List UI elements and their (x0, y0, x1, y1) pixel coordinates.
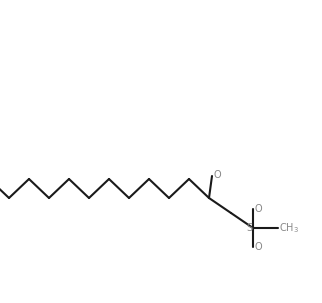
Text: O: O (255, 204, 263, 214)
Text: CH$_3$: CH$_3$ (279, 221, 299, 235)
Text: S: S (246, 223, 252, 233)
Text: O: O (214, 170, 222, 180)
Text: O: O (255, 242, 263, 252)
